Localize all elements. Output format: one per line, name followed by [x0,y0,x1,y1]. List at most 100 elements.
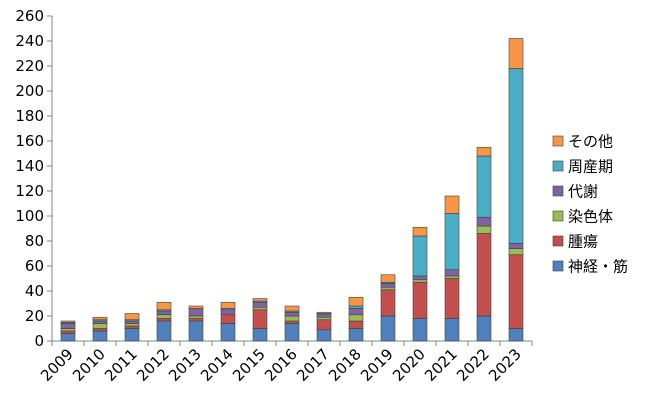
legend-label-0: 神経・筋 [568,258,628,276]
bar-segment-2020-series-2 [412,279,428,283]
bar-segment-2013-series-0 [188,320,204,342]
bar-segment-2018-series-3 [348,308,364,316]
x-tick-label: 2019 [357,345,397,385]
bar-segment-2009-series-0 [60,333,76,342]
bar-segment-2021-series-5 [444,195,460,214]
x-tick-label: 2012 [133,345,173,385]
bar-segment-2016-series-1 [284,320,300,324]
x-tick-label: 2009 [37,345,77,385]
bar-segment-2014-series-3 [220,309,236,316]
bar-segment-2015-series-5 [252,298,268,302]
bar-segment-2019-series-3 [380,283,396,288]
bar-segment-2018-series-2 [348,314,364,322]
y-tick-label: 200 [15,82,44,100]
bar-segment-2011-series-5 [124,313,140,321]
x-tick-label: 2011 [101,345,141,385]
legend-swatch-3 [552,185,564,197]
bar-segment-2023-series-4 [508,68,524,244]
bar-segment-2011-series-3 [124,320,140,324]
bar-segment-2009-series-3 [60,323,76,329]
x-tick-label: 2020 [389,345,429,385]
bar-segment-2014-series-1 [220,314,236,324]
y-tick-label: 180 [15,107,44,125]
bar-segment-2015-series-1 [252,309,268,329]
x-tick-label: 2013 [165,345,205,385]
x-tick-label: 2017 [293,345,333,385]
bar-segment-2020-series-4 [412,235,428,277]
legend-swatch-2 [552,210,564,222]
bar-segment-2021-series-3 [444,269,460,277]
bar-segment-2019-series-0 [380,315,396,342]
bar-segment-2022-series-0 [476,315,492,342]
bar-segment-2023-series-0 [508,328,524,342]
bar-segment-2016-series-3 [284,311,300,317]
bar-segment-2023-series-1 [508,254,524,329]
legend-label-5: その他 [568,133,613,151]
bar-segment-2021-series-4 [444,213,460,271]
bar-segment-2010-series-1 [92,328,108,332]
bar-segment-2022-series-4 [476,155,492,218]
bar-segment-2017-series-0 [316,329,332,342]
bar-segment-2016-series-2 [284,315,300,322]
bar-segment-2023-series-3 [508,243,524,249]
y-tick-label: 220 [15,57,44,75]
bar-segment-2022-series-5 [476,146,492,157]
y-tick-label: 160 [15,132,44,150]
legend-swatch-4 [552,160,564,172]
bar-segment-2013-series-5 [188,305,204,309]
bar-segment-2012-series-0 [156,320,172,342]
y-tick-label: 260 [15,7,44,25]
bars [60,38,524,342]
bar-segment-2017-series-5 [316,311,332,314]
bar-segment-2020-series-5 [412,226,428,237]
y-tick-label: 100 [15,207,44,225]
y-tick-label: 140 [15,157,44,175]
y-tick-label: 40 [25,282,44,300]
x-tick-label: 2014 [197,345,237,385]
bar-segment-2022-series-1 [476,233,492,317]
y-tick-label: 120 [15,182,44,200]
bar-segment-2014-series-0 [220,323,236,342]
bar-segment-2019-series-1 [380,289,396,317]
y-tick-label: 0 [34,332,44,350]
x-tick-label: 2016 [261,345,301,385]
bar-segment-2013-series-1 [188,318,204,322]
bar-segment-2010-series-0 [92,330,108,342]
bar-segment-2010-series-5 [92,316,108,321]
bar-segment-2011-series-0 [124,328,140,342]
y-tick-label: 80 [25,232,44,250]
bar-segment-2011-series-1 [124,325,140,329]
bar-segment-2013-series-3 [188,308,204,317]
bar-segment-2015-series-3 [252,301,268,308]
bar-segment-2021-series-2 [444,275,460,279]
x-tick-label: 2023 [485,345,525,385]
bar-segment-2020-series-1 [412,281,428,319]
y-tick-label: 240 [15,32,44,50]
bar-segment-2020-series-3 [412,275,428,281]
y-tick-label: 60 [25,257,44,275]
bar-segment-2013-series-2 [188,315,204,319]
legend-swatch-0 [552,260,564,272]
x-tick-label: 2022 [453,345,493,385]
bar-segment-2009-series-2 [60,328,76,332]
bar-segment-2022-series-2 [476,225,492,234]
bar-segment-2012-series-2 [156,314,172,319]
bar-segment-2021-series-0 [444,318,460,342]
bar-segment-2016-series-5 [284,305,300,312]
x-tick-label: 2010 [69,345,109,385]
bar-segment-2015-series-0 [252,328,268,342]
bar-segment-2009-series-5 [60,320,76,323]
bar-segment-2012-series-5 [156,301,172,311]
bar-segment-2020-series-0 [412,318,428,342]
bar-segment-2023-series-2 [508,248,524,256]
y-tick-label: 20 [25,307,44,325]
bar-segment-2015-series-2 [252,306,268,311]
bar-segment-2009-series-1 [60,330,76,334]
legend-label-2: 染色体 [568,208,613,226]
bar-segment-2021-series-1 [444,278,460,319]
bar-segment-2023-series-5 [508,38,524,69]
bar-segment-2018-series-5 [348,296,364,307]
legend-swatch-5 [552,135,564,147]
